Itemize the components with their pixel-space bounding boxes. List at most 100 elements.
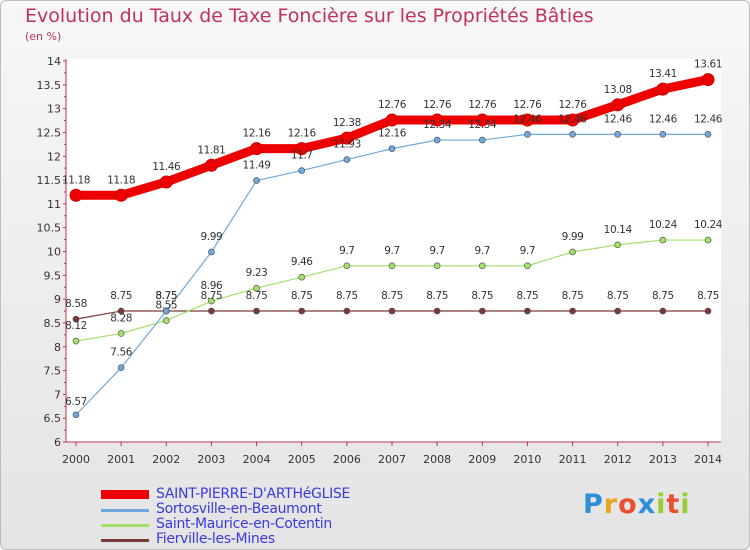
data-point <box>298 167 306 174</box>
data-label: 11.93 <box>333 139 361 151</box>
y-tick-label: 11.5 <box>37 174 62 187</box>
y-tick-label: 10.5 <box>37 222 62 235</box>
x-tick-label: 2001 <box>107 453 135 466</box>
data-label: 12.76 <box>468 99 497 111</box>
data-point <box>340 131 354 145</box>
data-point <box>343 307 351 315</box>
y-tick-label: 12 <box>47 150 61 163</box>
data-label: 8.75 <box>562 290 584 302</box>
data-point <box>524 131 531 138</box>
legend-item-fierville: Fierville-les-Mines <box>101 531 421 548</box>
data-label: 12.16 <box>378 128 407 140</box>
logo-letter: o <box>618 489 638 520</box>
legend-swatch <box>101 524 149 527</box>
logo-letter: i <box>656 489 667 520</box>
logo-letter: P <box>583 489 604 520</box>
data-point <box>72 411 80 419</box>
data-point <box>569 248 576 256</box>
data-point <box>524 307 531 315</box>
data-label: 12.46 <box>604 113 633 125</box>
legend-item-saint-maurice: Saint-Maurice-en-Cotentin <box>101 516 421 533</box>
data-label: 13.41 <box>649 68 677 80</box>
x-tick-label: 2005 <box>288 453 316 466</box>
x-tick-label: 2006 <box>333 453 361 466</box>
data-label: 7.56 <box>110 347 132 359</box>
data-point <box>478 262 486 270</box>
legend-item-saint-pierre: SAINT-PIERRE-D'ARTHéGLISE <box>101 486 421 503</box>
data-point <box>253 307 260 315</box>
logo-letter: r <box>603 489 619 520</box>
data-point <box>388 307 396 315</box>
data-point <box>614 307 622 315</box>
data-point <box>569 131 576 138</box>
data-point <box>659 236 667 244</box>
data-label: 12.16 <box>243 128 272 140</box>
data-label: 9.23 <box>246 267 268 279</box>
x-tick-label: 2009 <box>468 453 496 466</box>
data-label: 12.46 <box>649 113 678 125</box>
data-point <box>72 315 80 323</box>
data-point <box>704 307 712 315</box>
data-label: 8.75 <box>697 290 719 302</box>
data-point <box>659 307 667 315</box>
legend-label: Saint-Maurice-en-Cotentin <box>156 516 332 532</box>
data-point <box>208 248 215 256</box>
data-point <box>524 262 531 270</box>
y-tick-label: 10 <box>47 246 61 259</box>
y-tick-label: 8 <box>54 341 61 354</box>
data-label: 9.7 <box>429 245 445 257</box>
data-label: 9.7 <box>384 245 400 257</box>
data-point <box>659 131 667 138</box>
y-tick-label: 6.5 <box>44 412 62 425</box>
legend-label: Sortosville-en-Beaumont <box>156 501 322 517</box>
data-point <box>250 142 264 156</box>
data-point <box>159 175 173 189</box>
x-tick-label: 2000 <box>62 453 90 466</box>
data-label: 8.75 <box>155 290 177 302</box>
data-label: 8.75 <box>381 290 403 302</box>
y-tick-label: 9 <box>54 293 61 306</box>
data-label: 8.12 <box>65 320 87 332</box>
y-tick-label: 6 <box>54 436 61 449</box>
data-label: 8.28 <box>110 312 132 324</box>
data-point <box>520 113 534 127</box>
y-tick-label: 13.5 <box>37 79 62 92</box>
data-label: 12.46 <box>513 113 542 125</box>
data-label: 13.08 <box>604 84 632 96</box>
data-point <box>253 284 260 292</box>
x-tick-label: 2002 <box>152 453 180 466</box>
data-label: 12.34 <box>468 119 497 131</box>
x-tick-label: 2010 <box>513 453 541 466</box>
data-label: 8.75 <box>517 290 539 302</box>
legend-swatch <box>101 509 149 512</box>
x-tick-label: 2012 <box>604 453 632 466</box>
y-tick-label: 12.5 <box>37 126 62 139</box>
data-point <box>656 82 670 96</box>
data-label: 11.81 <box>197 144 225 156</box>
data-label: 8.75 <box>291 290 313 302</box>
data-point <box>569 307 576 315</box>
data-point <box>388 262 396 270</box>
data-label: 9.99 <box>201 231 223 243</box>
data-point <box>388 145 396 152</box>
data-point <box>343 262 351 270</box>
x-tick-label: 2007 <box>378 453 406 466</box>
data-point <box>162 317 170 324</box>
data-label: 8.75 <box>607 290 629 302</box>
data-point <box>208 307 215 315</box>
legend-label: Fierville-les-Mines <box>156 531 275 547</box>
data-label: 8.75 <box>246 290 268 302</box>
data-point <box>433 262 441 270</box>
data-point <box>701 73 715 87</box>
data-point <box>253 177 260 184</box>
data-point <box>204 158 218 172</box>
data-label: 11.18 <box>107 174 135 186</box>
data-point <box>611 98 625 112</box>
logo-letter: t <box>666 489 681 520</box>
data-point <box>614 131 622 138</box>
data-point <box>117 330 125 337</box>
data-label: 8.75 <box>336 290 358 302</box>
data-point <box>208 297 215 305</box>
data-label: 11.18 <box>62 174 90 186</box>
